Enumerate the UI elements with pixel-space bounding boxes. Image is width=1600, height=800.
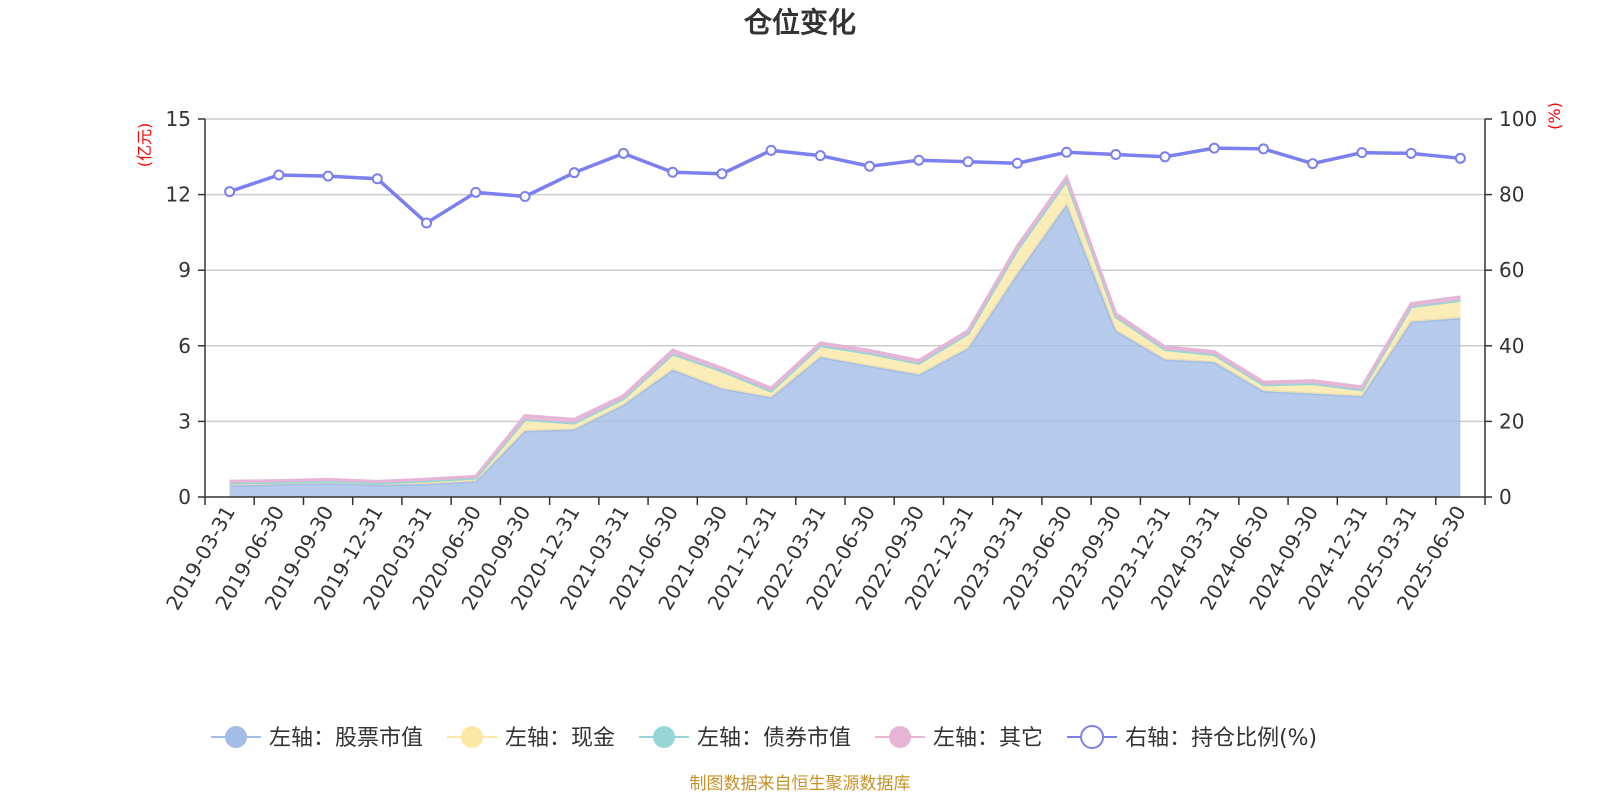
- ratio-point: [864, 160, 876, 172]
- legend-label: 左轴：其它: [933, 726, 1043, 751]
- ratio-point: [519, 190, 531, 202]
- legend: 左轴：股票市值 左轴：现金 左轴：债券市值 左轴：其它 右轴：持仓比例(%): [211, 725, 1317, 751]
- left-tick-label: 6: [178, 334, 191, 358]
- ratio-point: [667, 166, 679, 178]
- left-tick-label: 12: [166, 183, 191, 207]
- right-tick-label: 100: [1499, 107, 1537, 131]
- right-axis-unit: (%): [1545, 102, 1564, 130]
- ratio-point: [1454, 152, 1466, 164]
- ratio-point: [1405, 147, 1417, 159]
- left-tick-label: 0: [178, 485, 191, 509]
- ratio-point: [1110, 149, 1122, 161]
- legend-label: 右轴：持仓比例(%): [1125, 726, 1317, 751]
- ratio-line-layer: [224, 142, 1466, 229]
- legend-label: 左轴：债券市值: [697, 726, 851, 751]
- right-tick-label: 80: [1499, 183, 1524, 207]
- legend-swatch-marker: [461, 726, 484, 748]
- ratio-point: [814, 150, 826, 162]
- legend-swatch-marker: [225, 726, 247, 748]
- legend-label: 左轴：现金: [505, 726, 615, 751]
- ratio-point: [962, 156, 974, 168]
- ratio-point: [224, 186, 236, 198]
- ratio-point: [470, 186, 482, 198]
- ratio-point: [765, 144, 777, 156]
- ratio-point: [1011, 157, 1023, 169]
- left-tick-label: 3: [178, 409, 191, 433]
- ratio-point: [1307, 158, 1319, 170]
- ratio-point: [1061, 146, 1073, 158]
- legend-swatch-marker: [889, 726, 912, 748]
- ratio-point: [617, 147, 629, 159]
- ratio-point: [421, 217, 433, 229]
- left-tick-label: 9: [178, 258, 191, 282]
- ratio-point: [913, 154, 925, 166]
- area-左轴：股票市值: [229, 204, 1461, 497]
- left-tick-label: 15: [166, 107, 191, 131]
- legend-swatch-marker: [1080, 725, 1105, 749]
- ratio-point: [322, 170, 334, 182]
- ratio-point: [1257, 143, 1269, 155]
- ratio-point: [273, 169, 285, 181]
- ratio-point: [568, 167, 580, 179]
- chart-title: 仓位变化: [744, 6, 856, 39]
- legend-label: 左轴：股票市值: [269, 726, 423, 751]
- ratio-point: [1208, 142, 1220, 154]
- ratio-point: [371, 173, 383, 185]
- right-tick-label: 60: [1499, 258, 1524, 282]
- stacked-areas: [229, 173, 1461, 497]
- ratio-line: [229, 146, 1461, 225]
- source-note: 制图数据来自恒生聚源数据库: [690, 774, 911, 794]
- ratio-point: [716, 168, 728, 180]
- area-edge-左轴：其它: [229, 173, 1461, 483]
- right-tick-label: 40: [1499, 334, 1524, 358]
- ratio-point: [1159, 151, 1171, 163]
- ratio-point: [1356, 147, 1368, 159]
- left-axis-unit: (亿元): [135, 123, 154, 168]
- legend-swatch-marker: [653, 726, 676, 748]
- right-tick-label: 20: [1499, 409, 1524, 433]
- right-tick-label: 0: [1499, 485, 1512, 509]
